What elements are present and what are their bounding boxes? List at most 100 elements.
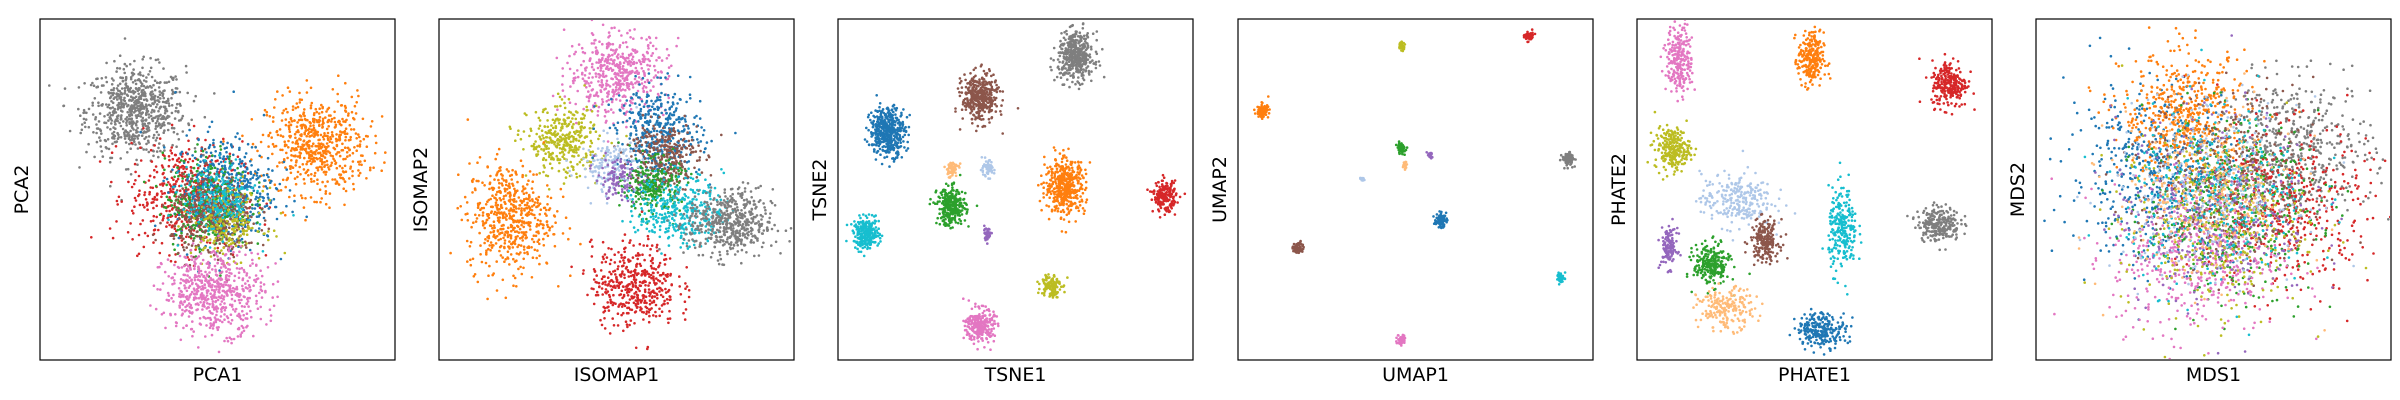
data-point	[147, 116, 151, 119]
data-point	[540, 129, 544, 132]
data-point	[265, 234, 269, 237]
data-point	[624, 76, 627, 80]
data-point	[199, 252, 203, 255]
data-point	[547, 188, 551, 191]
data-point	[168, 209, 171, 213]
data-point	[185, 188, 188, 191]
data-point	[83, 82, 86, 85]
data-point	[214, 159, 218, 163]
data-point	[142, 55, 145, 59]
data-point	[522, 148, 525, 151]
data-point	[318, 107, 322, 110]
data-point	[532, 142, 536, 146]
data-point	[178, 160, 181, 164]
data-point	[186, 223, 190, 227]
data-point	[276, 280, 280, 283]
data-point	[163, 106, 167, 109]
data-point	[571, 140, 575, 143]
data-point	[255, 171, 259, 175]
data-point	[241, 159, 244, 163]
data-point	[213, 154, 217, 158]
data-point	[228, 238, 231, 242]
data-point	[260, 229, 264, 232]
data-point	[338, 120, 341, 123]
data-point	[299, 173, 302, 176]
data-point	[219, 204, 223, 208]
data-point	[264, 291, 267, 294]
data-point	[538, 135, 541, 138]
data-point	[208, 271, 211, 274]
data-point	[229, 252, 233, 256]
data-point	[175, 206, 178, 209]
data-point	[245, 207, 249, 210]
data-point	[579, 126, 583, 129]
data-point	[324, 173, 328, 176]
data-point	[213, 208, 217, 211]
data-point	[240, 193, 243, 196]
data-point	[309, 196, 313, 199]
data-point	[566, 166, 570, 170]
data-point	[524, 174, 528, 177]
data-point	[227, 320, 230, 324]
data-point	[643, 116, 647, 120]
data-point	[234, 261, 237, 265]
data-point	[237, 171, 240, 175]
data-point	[563, 113, 566, 116]
data-point	[601, 98, 604, 101]
data-point	[196, 284, 200, 287]
data-point	[123, 134, 127, 138]
data-point	[563, 148, 567, 152]
data-point	[204, 335, 207, 338]
data-point	[187, 258, 191, 262]
data-point	[538, 145, 541, 148]
data-point	[109, 184, 112, 188]
data-point	[216, 246, 220, 250]
data-point	[208, 246, 212, 249]
data-point	[238, 250, 241, 253]
data-point	[93, 97, 97, 100]
data-point	[590, 42, 594, 45]
data-point	[542, 149, 546, 152]
data-point	[588, 127, 592, 130]
data-point	[169, 213, 172, 217]
data-point	[110, 151, 114, 154]
data-point	[551, 133, 554, 136]
data-point	[291, 105, 295, 108]
data-point	[173, 204, 176, 207]
data-point	[128, 98, 131, 102]
data-point	[187, 123, 191, 127]
data-point	[306, 144, 309, 147]
data-point	[198, 279, 202, 282]
data-point	[134, 199, 138, 202]
data-point	[610, 58, 613, 61]
data-point	[697, 168, 701, 171]
data-point	[147, 73, 150, 76]
data-point	[191, 228, 194, 231]
data-point	[187, 315, 191, 318]
data-point	[186, 304, 189, 307]
data-point	[625, 125, 628, 129]
data-point	[536, 153, 540, 156]
data-point	[219, 315, 223, 318]
data-point	[288, 130, 292, 133]
data-point	[242, 326, 245, 330]
data-point	[123, 71, 126, 75]
data-point	[100, 84, 104, 87]
data-point	[164, 109, 167, 113]
data-point	[167, 205, 170, 208]
data-point	[226, 293, 229, 297]
data-point	[607, 31, 611, 34]
data-point	[169, 220, 173, 224]
data-point	[573, 52, 576, 56]
data-point	[141, 219, 145, 222]
data-point	[249, 159, 252, 163]
data-point	[157, 133, 160, 137]
data-point	[209, 217, 213, 220]
data-point	[177, 236, 181, 240]
data-point	[199, 269, 203, 273]
data-point	[352, 182, 355, 186]
data-point	[173, 263, 176, 267]
data-point	[226, 339, 230, 343]
data-point	[188, 211, 192, 215]
data-point	[188, 157, 192, 161]
